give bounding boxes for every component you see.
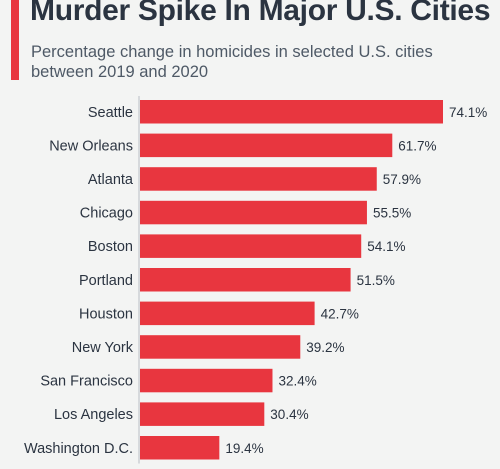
value-label-new-york: 39.2%: [306, 340, 344, 355]
value-label-boston: 54.1%: [367, 239, 405, 254]
value-label-atlanta: 57.9%: [383, 172, 421, 187]
value-label-san-francisco: 32.4%: [278, 374, 316, 389]
bar-new-york: [140, 335, 301, 359]
bar-houston: [140, 301, 315, 326]
bar-new-orleans: [140, 133, 393, 158]
bar-atlanta: [140, 167, 377, 191]
value-label-seattle: 74.1%: [449, 105, 487, 120]
bar-portland: [140, 268, 351, 292]
bar-washington-d-c: [140, 436, 220, 460]
category-label-new-orleans: New Orleans: [49, 138, 133, 154]
bar-chicago: [140, 200, 367, 225]
category-label-seattle: Seattle: [88, 105, 133, 121]
bar-boston: [140, 234, 362, 258]
value-label-chicago: 55.5%: [373, 206, 411, 221]
chart-title: Murder Spike In Major U.S. Cities: [30, 0, 491, 27]
category-label-san-francisco: San Francisco: [40, 374, 133, 390]
category-label-washington-d-c: Washington D.C.: [24, 441, 133, 457]
chart-subtitle: Percentage change in homicides in select…: [31, 43, 433, 81]
category-label-chicago: Chicago: [80, 206, 133, 222]
bar-seattle: [140, 100, 443, 124]
value-label-houston: 42.7%: [321, 306, 359, 321]
bar-san-francisco: [140, 368, 273, 393]
category-label-portland: Portland: [79, 273, 133, 289]
value-label-new-orleans: 61.7%: [398, 138, 436, 153]
accent-bar: [11, 0, 19, 80]
value-label-washington-d-c: 19.4%: [225, 441, 263, 456]
value-label-portland: 51.5%: [357, 273, 395, 288]
category-label-los-angeles: Los Angeles: [54, 407, 133, 423]
category-label-atlanta: Atlanta: [88, 172, 134, 188]
category-label-new-york: New York: [72, 340, 134, 356]
category-label-houston: Houston: [79, 306, 133, 322]
value-label-los-angeles: 30.4%: [270, 407, 308, 422]
category-label-boston: Boston: [88, 239, 133, 255]
bar-los-angeles: [140, 402, 265, 426]
